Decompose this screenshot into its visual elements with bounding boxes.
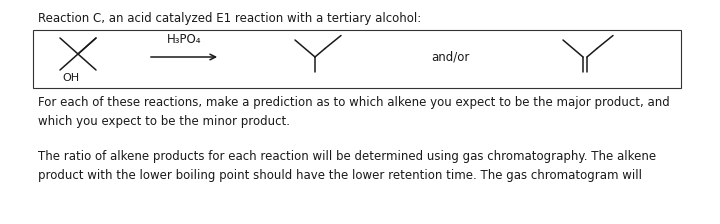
Text: and/or: and/or (431, 50, 469, 63)
Text: The ratio of alkene products for each reaction will be determined using gas chro: The ratio of alkene products for each re… (38, 150, 656, 182)
Text: OH: OH (62, 73, 79, 83)
Text: H₃PO₄: H₃PO₄ (167, 33, 202, 46)
Text: For each of these reactions, make a prediction as to which alkene you expect to : For each of these reactions, make a pred… (38, 96, 670, 128)
Bar (33, 30, 681, 88)
Text: Reaction C, an acid catalyzed E1 reaction with a tertiary alcohol:: Reaction C, an acid catalyzed E1 reactio… (38, 12, 421, 25)
